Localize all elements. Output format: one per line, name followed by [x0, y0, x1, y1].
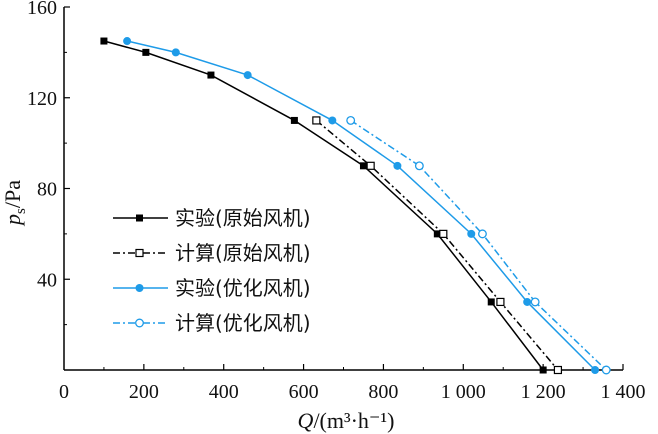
legend: 实验(原始风机) 计算(原始风机) 实验(优化风机) 计算(优化风机)	[113, 206, 311, 335]
data-point	[433, 230, 441, 238]
data-point	[100, 37, 108, 45]
y-axis-title: ps/Pa	[0, 180, 29, 227]
data-point	[478, 229, 487, 239]
series-layer	[100, 37, 611, 375]
data-point	[366, 161, 375, 170]
data-point	[523, 297, 532, 306]
data-point	[393, 161, 402, 170]
y-tick-label: 80	[37, 179, 57, 201]
x-tick-label: 800	[368, 381, 398, 403]
data-point	[207, 71, 215, 79]
data-point	[487, 298, 495, 306]
data-point	[171, 48, 180, 57]
legend-marker	[136, 214, 143, 222]
series-line	[103, 40, 544, 371]
legend-item: 实验(优化风机)	[113, 276, 311, 300]
x-tick-label: 0	[59, 381, 69, 403]
data-point	[591, 366, 600, 374]
data-point	[142, 48, 150, 56]
data-point	[530, 297, 540, 307]
data-point	[346, 115, 356, 125]
x-tick-label: 200	[129, 381, 159, 403]
series-2	[123, 37, 600, 374]
series-line	[126, 40, 596, 371]
data-point	[496, 297, 505, 307]
data-point	[123, 37, 132, 46]
legend-label: 实验(优化风机)	[175, 276, 311, 300]
data-point	[312, 116, 321, 125]
legend-marker	[135, 284, 144, 292]
x-tick-label: 1 200	[521, 381, 566, 403]
legend-label: 计算(原始风机)	[175, 241, 311, 265]
legend-item: 实验(原始风机)	[113, 206, 311, 230]
data-point	[553, 365, 563, 375]
legend-item: 计算(原始风机)	[113, 241, 311, 265]
legend-marker	[135, 248, 144, 258]
series-line	[350, 119, 607, 371]
data-point	[467, 229, 476, 238]
series-1	[312, 116, 563, 375]
x-tick-label: 1 000	[441, 381, 486, 403]
x-tick-label: 600	[289, 381, 319, 403]
legend-marker	[135, 318, 144, 328]
series-3	[346, 115, 611, 375]
series-0	[100, 37, 547, 374]
y-tick-label: 160	[27, 0, 57, 19]
data-point	[439, 229, 448, 238]
data-point	[359, 162, 367, 170]
y-tick-label: 120	[27, 88, 57, 110]
data-point	[414, 161, 424, 171]
x-axis-title: Q/(m³·h⁻¹)	[298, 408, 395, 433]
legend-label: 实验(原始风机)	[175, 206, 311, 230]
data-point	[601, 365, 611, 375]
data-point	[539, 366, 547, 374]
legend-item: 计算(优化风机)	[113, 311, 311, 335]
axes: 0 200 400 600 800 1 000 1 200 1 400 40 80 120 160 ps…	[0, 0, 646, 433]
data-point	[290, 116, 298, 124]
data-point	[328, 116, 337, 125]
y-tick-label: 40	[37, 269, 57, 291]
data-point	[243, 71, 252, 80]
x-tick-label: 1 400	[601, 381, 646, 403]
legend-label: 计算(优化风机)	[175, 311, 311, 335]
x-tick-label: 400	[209, 381, 239, 403]
